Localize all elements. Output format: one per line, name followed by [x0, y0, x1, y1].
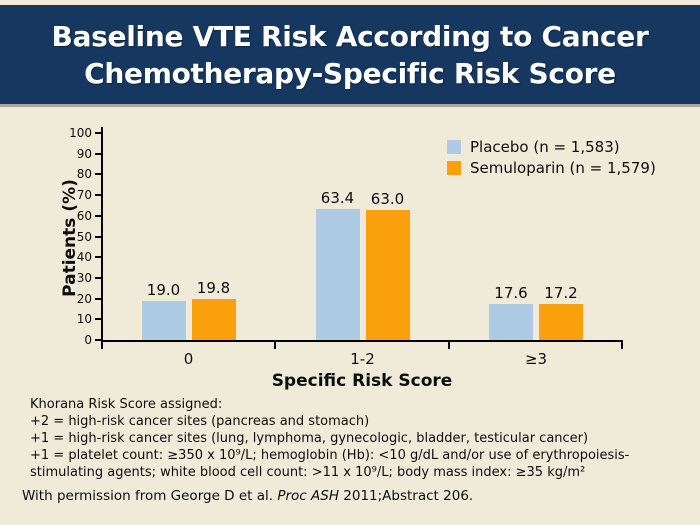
legend-item-placebo: Placebo (n = 1,583): [447, 137, 656, 157]
y-axis-tick: [95, 194, 103, 197]
footnote-line: +2 = high-risk cancer sites (pancreas an…: [30, 414, 370, 429]
y-axis-tick: [95, 132, 103, 134]
y-axis-tick: [95, 214, 103, 217]
x-axis-tick: [274, 341, 277, 349]
legend-label-semuloparin: Semuloparin (n = 1,579): [470, 159, 656, 177]
y-axis-tick-label: 60: [76, 208, 92, 223]
x-axis-tick: [621, 341, 623, 349]
y-axis-tick-label: 0: [84, 333, 92, 347]
y-axis-tick-label: 40: [76, 250, 92, 265]
slide-header: Baseline VTE Risk According to Cancer Ch…: [0, 5, 700, 107]
slide-title: Baseline VTE Risk According to Cancer Ch…: [52, 18, 649, 92]
permission-suffix: 2011;Abstract 206.: [338, 488, 474, 504]
permission-italic: Proc ASH: [277, 488, 339, 504]
y-axis-tick-label: 10: [76, 312, 92, 327]
bar-semuloparin: [365, 209, 410, 340]
x-category-label: 1-2: [350, 350, 375, 368]
bar-value-label: 19.0: [146, 280, 181, 299]
y-axis-tick-label: 70: [76, 188, 92, 203]
y-axis-tick-label: 20: [76, 291, 92, 306]
legend-label-placebo: Placebo (n = 1,583): [470, 138, 620, 156]
footnote-line: Khorana Risk Score assigned:: [30, 397, 223, 412]
y-axis-tick-label: 100: [69, 126, 92, 140]
title-line-1: Baseline VTE Risk According to Cancer: [51, 19, 649, 53]
permission-prefix: With permission from George D et al.: [22, 488, 278, 504]
x-axis-title: Specific Risk Score: [271, 371, 453, 391]
y-axis-tick-label: 50: [76, 229, 92, 244]
footnote-line: +1 = platelet count: ≥350 x 10⁹/L; hemog…: [30, 448, 630, 463]
title-line-2: Chemotherapy-Specific Risk Score: [84, 56, 616, 90]
y-axis-tick: [95, 339, 103, 341]
bar-placebo: [141, 300, 186, 340]
legend-item-semuloparin: Semuloparin (n = 1,579): [447, 158, 656, 178]
x-axis-tick: [447, 341, 450, 349]
footnote-line: stimulating agents; white blood cell cou…: [30, 465, 586, 480]
x-category-label: ≥3: [524, 350, 548, 368]
footnotes: Khorana Risk Score assigned: +2 = high-r…: [30, 396, 629, 481]
y-axis-tick: [95, 318, 103, 321]
y-axis-tick: [95, 173, 103, 176]
bar-value-label: 63.0: [370, 189, 405, 208]
placebo-legend-swatch: [447, 140, 461, 154]
bar-value-label: 19.8: [196, 279, 231, 297]
y-axis-line: [101, 127, 103, 342]
x-axis-tick: [101, 341, 103, 349]
y-axis-tick-label: 80: [76, 167, 92, 182]
y-axis-tick: [95, 256, 103, 259]
x-category-label: 0: [183, 350, 194, 368]
chart-legend: Placebo (n = 1,583) Semuloparin (n = 1,5…: [447, 137, 656, 179]
y-axis-tick-label: 90: [76, 146, 92, 161]
footnote-line: +1 = high-risk cancer sites (lung, lymph…: [30, 431, 589, 446]
y-axis-tick: [95, 152, 103, 155]
y-axis-tick-label: 30: [76, 270, 92, 285]
bar-placebo: [315, 208, 360, 340]
bar-semuloparin: [539, 304, 583, 340]
bar-placebo: [489, 303, 533, 340]
permission-note: With permission from George D et al. Pro…: [22, 488, 473, 504]
semuloparin-legend-swatch: [447, 161, 461, 175]
bar-value-label: 63.4: [320, 188, 355, 207]
y-axis-tick: [95, 235, 103, 238]
bar-semuloparin: [191, 299, 236, 340]
y-axis-tick: [95, 276, 103, 279]
x-axis-line: [101, 340, 623, 342]
bar-value-label: 17.6: [494, 283, 528, 302]
y-axis-tick: [95, 297, 103, 300]
bar-value-label: 17.2: [544, 284, 578, 303]
